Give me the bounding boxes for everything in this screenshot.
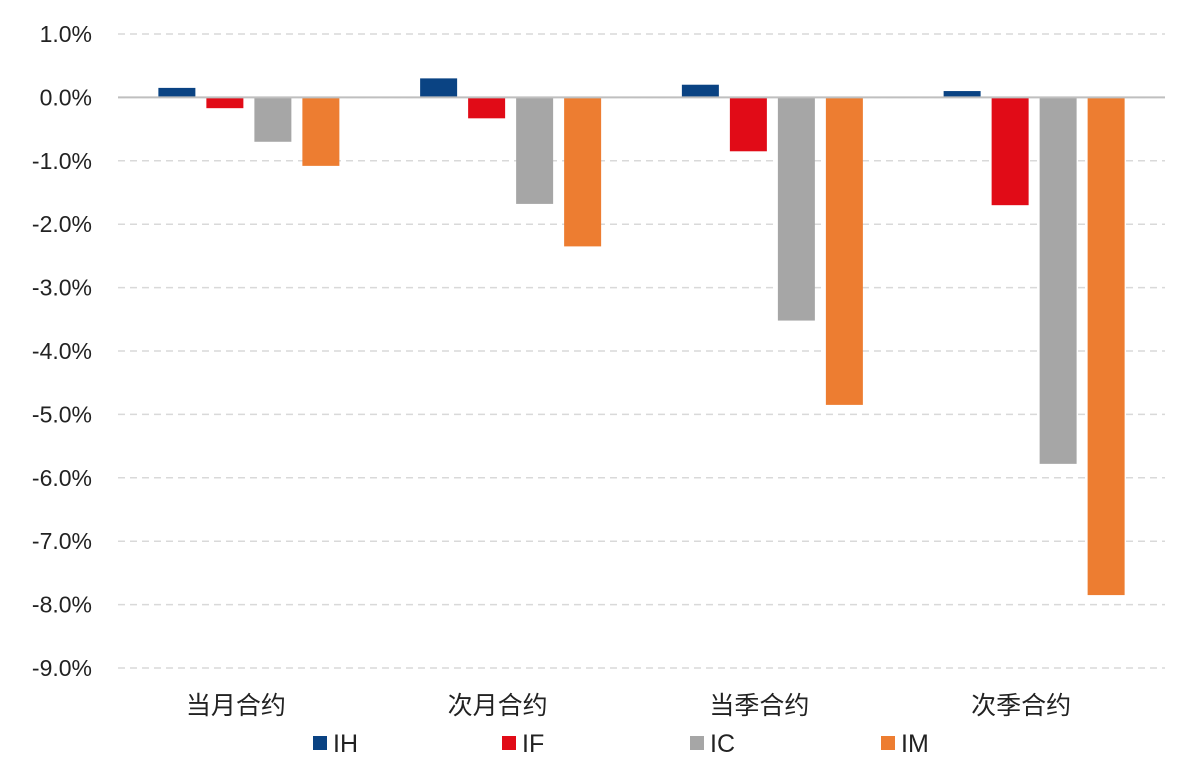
bar-if: [729, 97, 767, 152]
legend: IH IF IC IM: [313, 730, 929, 758]
legend-swatch-ic: [690, 736, 704, 750]
x-tick-label: 当季合约: [709, 692, 809, 720]
x-axis-ticks: 当月合约 次月合约 当季合约 次季合约: [186, 692, 1071, 720]
x-tick-label: 次季合约: [971, 692, 1071, 720]
legend-label: IM: [901, 730, 929, 758]
bar-im: [302, 97, 340, 166]
legend-label: IC: [710, 730, 735, 758]
bar-ih: [943, 91, 981, 98]
y-tick-label: -2.0%: [32, 211, 92, 237]
bar-ic: [516, 97, 554, 204]
bar-im: [564, 97, 602, 247]
y-tick-label: -8.0%: [32, 592, 92, 618]
y-tick-label: -7.0%: [32, 528, 92, 554]
y-tick-label: -6.0%: [32, 465, 92, 491]
bar-im: [825, 97, 863, 405]
legend-swatch-im: [881, 736, 895, 750]
legend-label: IH: [333, 730, 358, 758]
bar-im: [1087, 97, 1125, 596]
legend-swatch-ih: [313, 736, 327, 750]
y-tick-label: 1.0%: [40, 21, 92, 47]
bar-ih: [420, 78, 458, 98]
x-tick-label: 当月合约: [186, 692, 286, 720]
bar-ih: [158, 87, 196, 98]
y-tick-label: -4.0%: [32, 338, 92, 364]
bar-ic: [1039, 97, 1077, 464]
bars: [158, 78, 1125, 596]
bar-if: [206, 97, 244, 109]
y-tick-label: -5.0%: [32, 401, 92, 427]
bar-ih: [681, 84, 719, 98]
y-axis-ticks: 1.0% 0.0% -1.0% -2.0% -3.0% -4.0% -5.0% -6.0% -7…: [32, 21, 92, 681]
bar-ic: [777, 97, 815, 321]
y-tick-label: -3.0%: [32, 275, 92, 301]
bar-ic: [254, 97, 292, 142]
y-tick-label: 0.0%: [40, 84, 92, 110]
y-tick-label: -1.0%: [32, 148, 92, 174]
bar-if: [991, 97, 1029, 206]
y-tick-label: -9.0%: [32, 655, 92, 681]
legend-swatch-if: [502, 736, 516, 750]
x-tick-label: 次月合约: [448, 692, 548, 720]
legend-label: IF: [522, 730, 544, 758]
bar-if: [468, 97, 506, 119]
